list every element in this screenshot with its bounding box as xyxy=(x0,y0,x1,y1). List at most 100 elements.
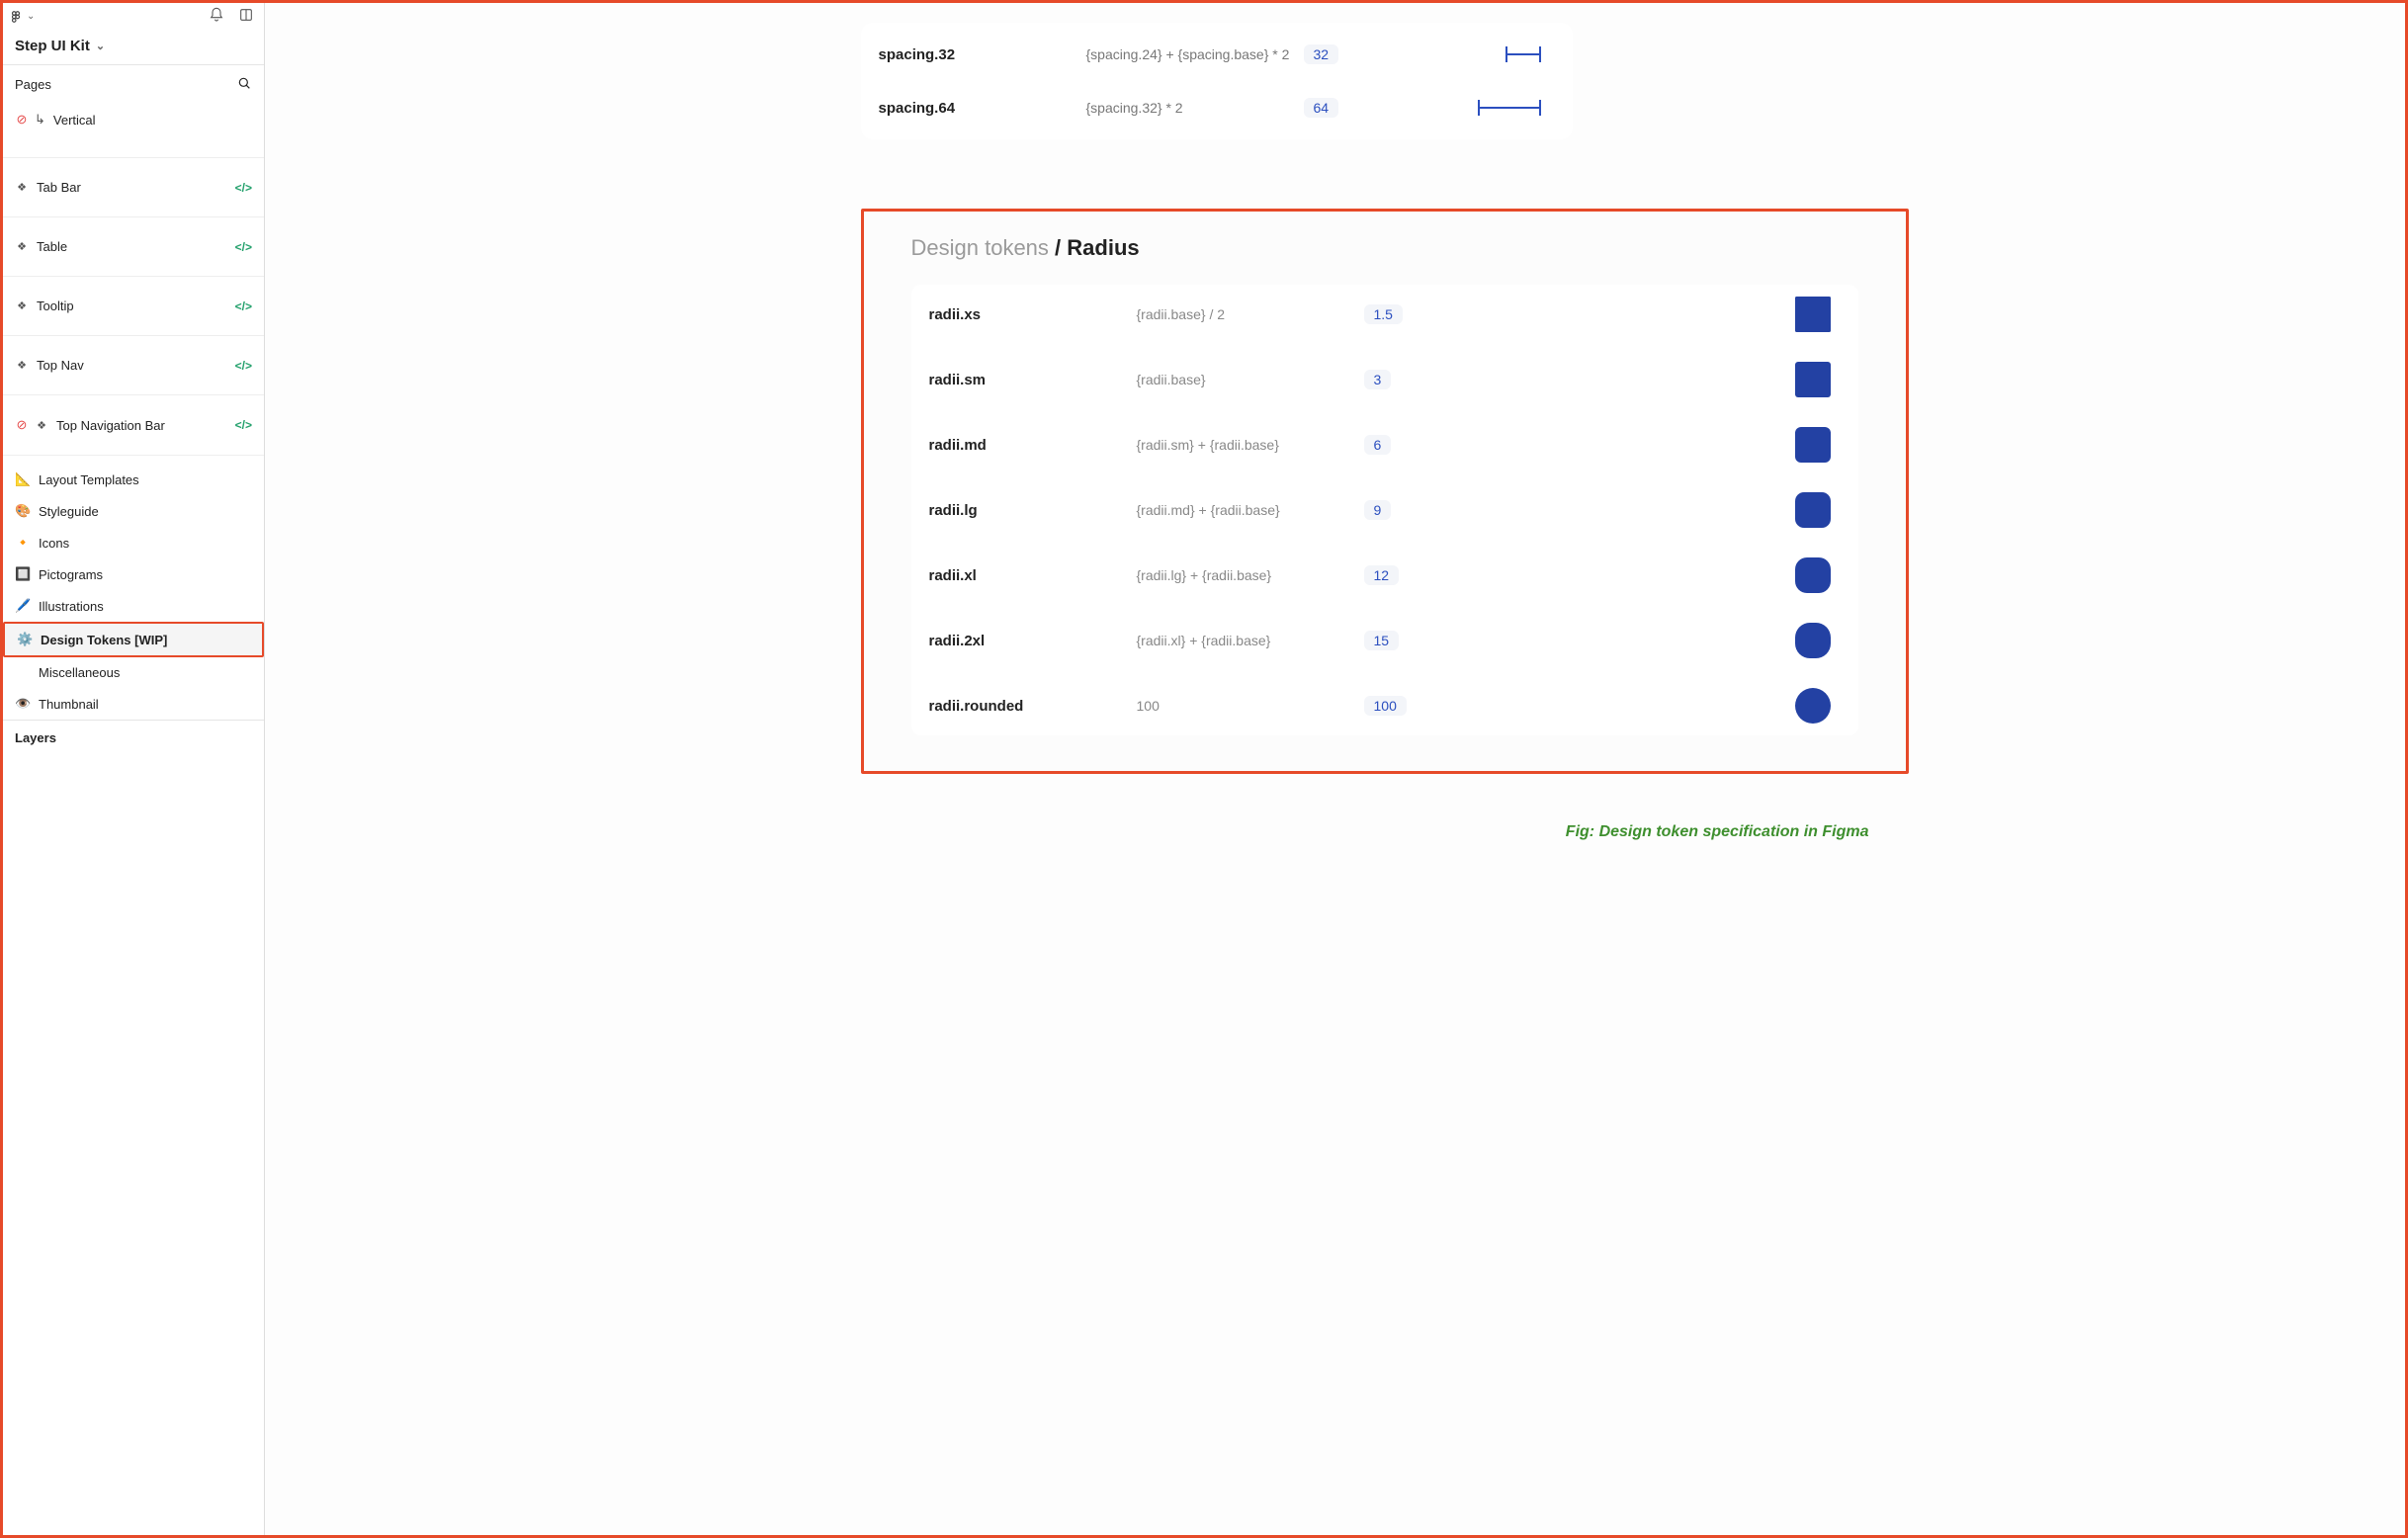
component-icon: ❖ xyxy=(15,299,29,312)
radius-row[interactable]: radii.lg{radii.md} + {radii.base}9 xyxy=(911,480,1858,540)
token-name: radii.md xyxy=(929,437,1137,454)
code-badge-icon: </> xyxy=(235,359,252,373)
token-expr: {spacing.32} * 2 xyxy=(1086,100,1294,116)
page-item-label: Pictograms xyxy=(39,567,252,582)
frame-title-strong: Radius xyxy=(1067,235,1139,260)
page-item-label: Tab Bar xyxy=(37,180,227,195)
page-item-icons[interactable]: 🔸 Icons xyxy=(3,527,264,558)
page-item-designtokens[interactable]: ⚙️ Design Tokens [WIP] xyxy=(3,622,264,657)
figma-logo[interactable]: ⌄ xyxy=(9,10,35,24)
page-item-misc[interactable]: Miscellaneous xyxy=(3,657,264,688)
search-icon[interactable] xyxy=(236,75,252,94)
page-item-thumbnail[interactable]: 👁️ Thumbnail xyxy=(3,688,264,720)
radius-row[interactable]: radii.2xl{radii.xl} + {radii.base}15 xyxy=(911,611,1858,670)
layers-header-label: Layers xyxy=(15,730,56,745)
radius-row[interactable]: radii.xs{radii.base} / 21.5 xyxy=(911,285,1858,344)
page-item-table[interactable]: ❖ Table </> xyxy=(3,217,264,277)
token-expr: {radii.base} xyxy=(1137,372,1364,387)
page-item-tabbar[interactable]: ❖ Tab Bar </> xyxy=(3,158,264,217)
file-title-label: Step UI Kit xyxy=(15,38,90,54)
code-badge-icon: </> xyxy=(235,181,252,195)
token-value: 32 xyxy=(1304,44,1339,64)
page-item-label: Top Navigation Bar xyxy=(56,418,227,433)
page-item-pictograms[interactable]: 🔲 Pictograms xyxy=(3,558,264,590)
token-value: 9 xyxy=(1364,500,1392,520)
page-item-label: Vertical xyxy=(53,113,252,128)
figure-caption: Fig: Design token specification in Figma xyxy=(861,823,1909,841)
token-name: radii.lg xyxy=(929,502,1137,519)
component-icon: ❖ xyxy=(15,359,29,372)
component-icon: ❖ xyxy=(35,419,48,432)
file-title[interactable]: Step UI Kit ⌄ xyxy=(3,30,264,64)
canvas[interactable]: spacing.32 {spacing.24} + {spacing.base} … xyxy=(265,3,2405,1535)
token-name: radii.rounded xyxy=(929,698,1137,715)
pages-header: Pages xyxy=(3,65,264,104)
token-value: 3 xyxy=(1364,370,1392,389)
pages-list: ⊘ ↳ Vertical ❖ Tab Bar </> ❖ Table </> ❖… xyxy=(3,104,264,720)
token-name: spacing.64 xyxy=(879,100,1076,117)
chevron-down-icon: ⌄ xyxy=(96,40,105,52)
page-item-topnav[interactable]: ❖ Top Nav </> xyxy=(3,336,264,395)
canvas-card: spacing.32 {spacing.24} + {spacing.base} … xyxy=(861,3,1909,841)
prohibited-icon: ⊘ xyxy=(15,112,29,128)
book-icon[interactable] xyxy=(238,7,254,26)
radius-swatch xyxy=(1795,623,1831,658)
radius-row[interactable]: radii.md{radii.sm} + {radii.base}6 xyxy=(911,415,1858,474)
token-value: 1.5 xyxy=(1364,304,1403,324)
radius-row[interactable]: radii.xl{radii.lg} + {radii.base}12 xyxy=(911,546,1858,605)
component-icon: ❖ xyxy=(15,240,29,253)
page-item-topnavbar[interactable]: ⊘ ❖ Top Navigation Bar </> xyxy=(3,395,264,456)
token-glyph xyxy=(1403,99,1555,117)
page-item-vertical[interactable]: ⊘ ↳ Vertical xyxy=(3,104,264,158)
radius-frame[interactable]: Design tokens / Radius radii.xs{radii.ba… xyxy=(861,209,1909,774)
token-expr: {radii.xl} + {radii.base} xyxy=(1137,633,1364,648)
layers-header: Layers xyxy=(3,720,264,755)
radius-row[interactable]: radii.rounded100100 xyxy=(911,676,1858,735)
eye-icon: 👁️ xyxy=(15,696,31,712)
left-sidebar: ⌄ Step UI Kit ⌄ Pages xyxy=(3,3,265,1535)
canvas-inner: spacing.32 {spacing.24} + {spacing.base} … xyxy=(265,3,2405,1535)
bell-icon[interactable] xyxy=(209,7,224,26)
radius-swatch xyxy=(1795,557,1831,593)
component-icon: ❖ xyxy=(15,181,29,194)
token-value: 12 xyxy=(1364,565,1400,585)
page-item-styleguide[interactable]: 🎨 Styleguide xyxy=(3,495,264,527)
page-item-layout[interactable]: 📐 Layout Templates xyxy=(3,464,264,495)
spacing-row[interactable]: spacing.64{spacing.32} * 264 xyxy=(861,84,1573,131)
token-name: radii.sm xyxy=(929,372,1137,388)
token-name: radii.2xl xyxy=(929,633,1137,649)
radius-swatch xyxy=(1795,427,1831,463)
spacing-table: spacing.32 {spacing.24} + {spacing.base} … xyxy=(861,23,1573,139)
radius-table: radii.xs{radii.base} / 21.5radii.sm{radi… xyxy=(911,285,1858,735)
frame-title: Design tokens / Radius xyxy=(911,235,1858,261)
token-expr: {radii.base} / 2 xyxy=(1137,306,1364,322)
radius-swatch xyxy=(1795,688,1831,724)
code-badge-icon: </> xyxy=(235,240,252,254)
diamond-icon: 🔸 xyxy=(15,535,31,551)
radius-row[interactable]: radii.sm{radii.base}3 xyxy=(911,350,1858,409)
frame-title-muted: Design tokens xyxy=(911,235,1056,260)
spacing-row[interactable]: spacing.32 {spacing.24} + {spacing.base} … xyxy=(861,31,1573,78)
pages-header-label: Pages xyxy=(15,77,51,92)
token-name: radii.xl xyxy=(929,567,1137,584)
page-item-label: Icons xyxy=(39,536,252,551)
code-badge-icon: </> xyxy=(235,418,252,432)
token-name: spacing.32 xyxy=(879,46,1076,63)
page-item-illustrations[interactable]: 🖊️ Illustrations xyxy=(3,590,264,622)
gear-icon: ⚙️ xyxy=(17,632,33,647)
token-glyph xyxy=(1403,45,1555,63)
token-expr: {radii.md} + {radii.base} xyxy=(1137,502,1364,518)
page-item-tooltip[interactable]: ❖ Tooltip </> xyxy=(3,277,264,336)
radius-swatch xyxy=(1795,492,1831,528)
radius-swatch xyxy=(1795,297,1831,332)
frame-title-slash: / xyxy=(1055,235,1067,260)
page-item-label: Top Nav xyxy=(37,358,227,373)
token-expr: {spacing.24} + {spacing.base} * 2 xyxy=(1086,46,1294,62)
radius-swatch xyxy=(1795,362,1831,397)
page-item-label: Design Tokens [WIP] xyxy=(41,633,250,647)
layout-icon: 📐 xyxy=(15,471,31,487)
token-name: radii.xs xyxy=(929,306,1137,323)
token-expr: {radii.lg} + {radii.base} xyxy=(1137,567,1364,583)
pictogram-icon: 🔲 xyxy=(15,566,31,582)
token-expr: {radii.sm} + {radii.base} xyxy=(1137,437,1364,453)
